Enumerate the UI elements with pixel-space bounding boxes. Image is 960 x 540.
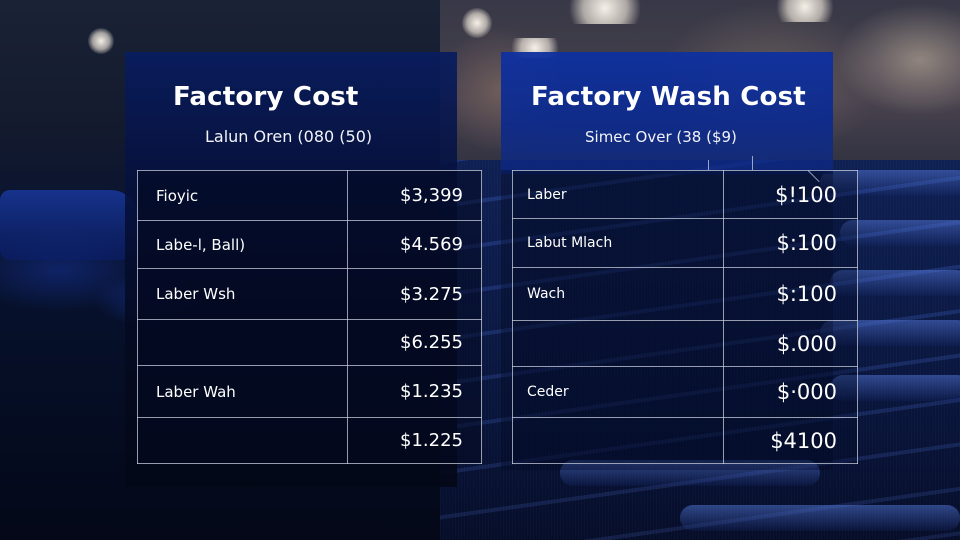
denim-fold bbox=[560, 460, 820, 486]
background-fabric bbox=[0, 190, 140, 260]
table-row: Ceder $·000 bbox=[512, 366, 858, 418]
row-value: $1.225 bbox=[347, 417, 482, 464]
row-label: Laber bbox=[512, 170, 724, 219]
factory-wash-cost-subtitle: Simec Over (38 ($9) bbox=[585, 128, 737, 146]
row-value: $3,399 bbox=[347, 170, 482, 221]
column-tick bbox=[752, 156, 753, 170]
row-value: $4100 bbox=[723, 417, 858, 464]
table-row: Fioyic $3,399 bbox=[137, 170, 482, 221]
factory-wash-cost-table: Laber $!100 Labut Mlach $:100 Wach $:100… bbox=[512, 170, 858, 464]
column-tick bbox=[708, 160, 709, 170]
row-label: Laber Wah bbox=[137, 365, 348, 418]
denim-fold bbox=[680, 505, 960, 531]
row-value: $3.275 bbox=[347, 268, 482, 320]
row-value: $·000 bbox=[723, 366, 858, 418]
row-value: $:100 bbox=[723, 267, 858, 321]
row-label: Fioyic bbox=[137, 170, 348, 221]
table-row: Laber Wsh $3.275 bbox=[137, 268, 482, 320]
table-row: $6.255 bbox=[137, 319, 482, 366]
table-row: $.000 bbox=[512, 320, 858, 367]
factory-wash-cost-title: Factory Wash Cost bbox=[531, 82, 806, 112]
table-row: Wach $:100 bbox=[512, 267, 858, 321]
factory-cost-subtitle: Lalun Oren (080 (50) bbox=[205, 127, 373, 146]
table-row: $1.225 bbox=[137, 417, 482, 464]
row-value: $6.255 bbox=[347, 319, 482, 366]
row-label bbox=[137, 319, 348, 366]
bokeh-light bbox=[462, 8, 492, 38]
table-row: Laber $!100 bbox=[512, 170, 858, 219]
row-value: $4.569 bbox=[347, 220, 482, 269]
table-row: Labe-l, Ball) $4.569 bbox=[137, 220, 482, 269]
factory-cost-table: Fioyic $3,399 Labe-l, Ball) $4.569 Laber… bbox=[137, 170, 482, 464]
row-label bbox=[512, 320, 724, 367]
row-value: $!100 bbox=[723, 170, 858, 219]
row-label: Labut Mlach bbox=[512, 218, 724, 268]
row-label: Labe-l, Ball) bbox=[137, 220, 348, 269]
denim-fold bbox=[840, 220, 960, 246]
row-value: $:100 bbox=[723, 218, 858, 268]
row-label: Ceder bbox=[512, 366, 724, 418]
factory-cost-title: Factory Cost bbox=[173, 82, 359, 112]
bokeh-light bbox=[560, 0, 650, 24]
bokeh-light bbox=[88, 28, 114, 54]
row-label bbox=[512, 417, 724, 464]
row-label: Laber Wsh bbox=[137, 268, 348, 320]
factory-wash-cost-panel bbox=[501, 52, 833, 174]
row-value: $1.235 bbox=[347, 365, 482, 418]
table-row: Labut Mlach $:100 bbox=[512, 218, 858, 268]
table-row: $4100 bbox=[512, 417, 858, 464]
bokeh-light bbox=[770, 0, 840, 22]
row-label bbox=[137, 417, 348, 464]
row-label: Wach bbox=[512, 267, 724, 321]
row-value: $.000 bbox=[723, 320, 858, 367]
table-row: Laber Wah $1.235 bbox=[137, 365, 482, 418]
